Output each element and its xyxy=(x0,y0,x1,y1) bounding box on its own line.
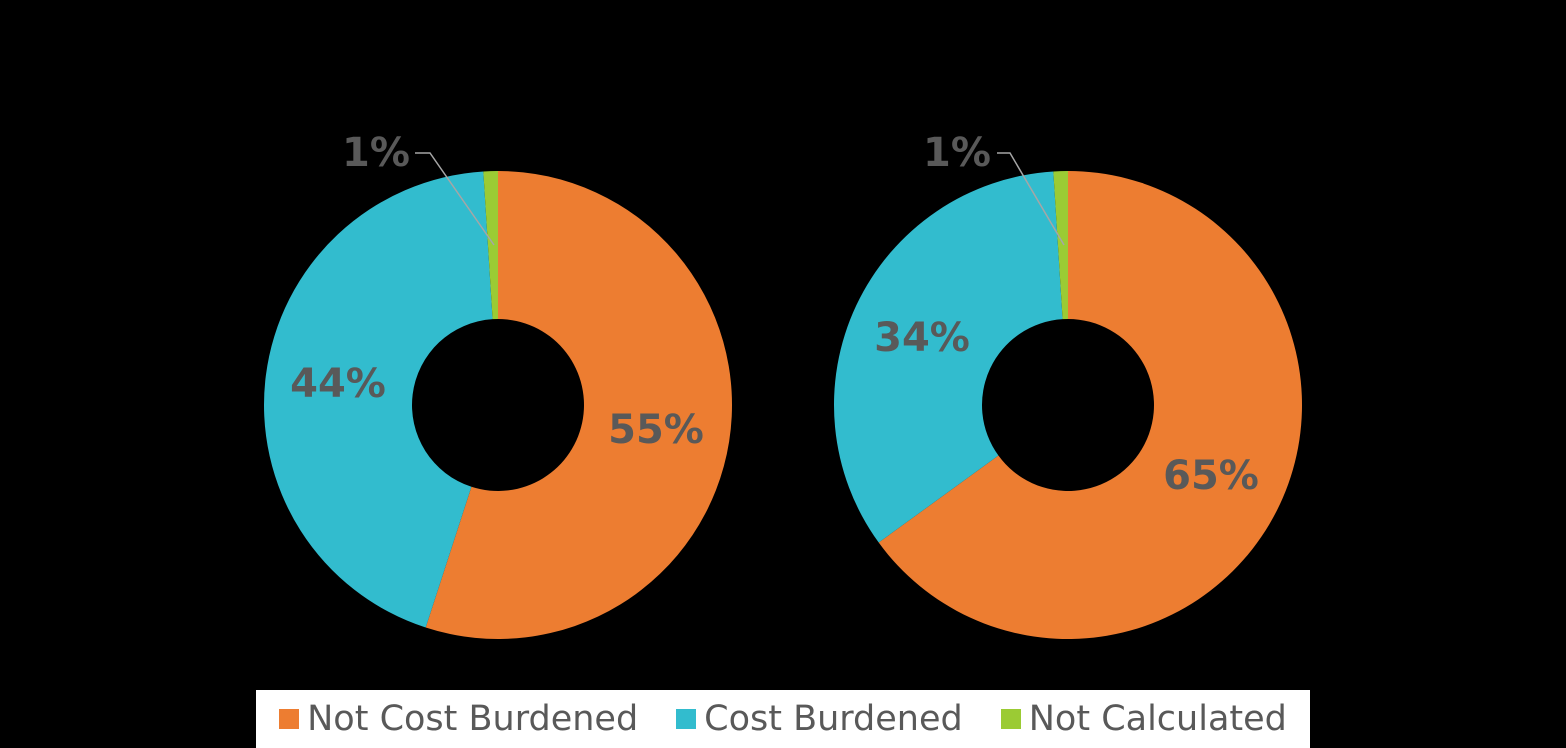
data-label-cost-burdened: 34% xyxy=(874,315,970,361)
legend-swatch-not-calculated xyxy=(1000,709,1021,729)
leader-line xyxy=(415,152,495,246)
slice-cost-burdened xyxy=(834,171,1063,543)
slice-not-cost-burdened xyxy=(878,171,1302,640)
slice-cost-burdened xyxy=(264,171,493,628)
legend-item-not-calculated: Not Calculated xyxy=(1000,698,1287,739)
chart-legend: Not Cost Burdened Cost Burdened Not Calc… xyxy=(256,690,1310,748)
data-label-not-cost-burdened: 55% xyxy=(608,407,704,453)
donut-chart-2: 65% 34% 1% xyxy=(834,130,1302,640)
donut-chart-1: 55% 44% 1% xyxy=(264,130,732,640)
legend-label: Cost Burdened xyxy=(704,698,963,739)
slice-not-cost-burdened xyxy=(425,171,732,640)
data-label-not-calculated: 1% xyxy=(923,130,991,176)
legend-item-cost-burdened: Cost Burdened xyxy=(676,698,963,739)
data-label-not-cost-burdened: 65% xyxy=(1163,453,1259,499)
legend-label: Not Cost Burdened xyxy=(307,698,639,739)
legend-swatch-not-cost-burdened xyxy=(279,709,300,729)
slice-not-calculated xyxy=(1053,171,1068,320)
data-label-cost-burdened: 44% xyxy=(290,361,386,407)
legend-item-not-cost-burdened: Not Cost Burdened xyxy=(279,698,639,739)
slice-not-calculated xyxy=(483,171,498,320)
legend-swatch-cost-burdened xyxy=(676,709,697,729)
data-label-not-calculated: 1% xyxy=(342,130,410,176)
legend-label: Not Calculated xyxy=(1028,698,1287,739)
leader-line xyxy=(997,152,1065,246)
